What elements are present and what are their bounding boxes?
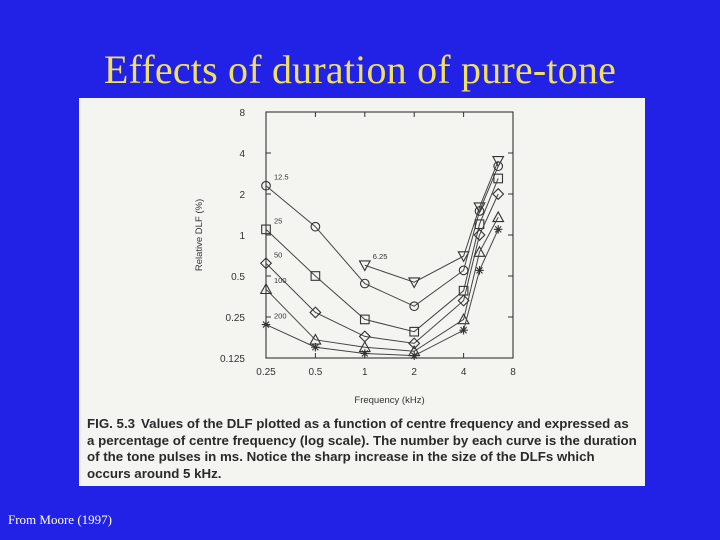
x-tick-label: 0.25: [256, 367, 276, 378]
data-point-stroke: [361, 350, 369, 357]
data-point: [473, 245, 486, 257]
data-point: [457, 294, 470, 307]
data-point-stroke: [262, 321, 270, 328]
series-label: 25: [274, 216, 282, 225]
data-point-stroke: [460, 326, 467, 334]
figure-label: FIG. 5.3: [87, 416, 136, 431]
data-point: [409, 326, 420, 337]
series-layer: 6.25 12.5 25 50 100 200: [259, 156, 505, 360]
data-point-stroke: [476, 266, 483, 274]
dlf-chart: 0.25 0.5 1 2 4 8 0.125 0.25 0.5 1 2 4 8 Frequency (kH…: [194, 108, 516, 406]
series-line: [265, 217, 499, 352]
series-line: [265, 166, 499, 307]
data-point: [359, 278, 370, 289]
y-tick-label: 2: [239, 190, 245, 201]
data-point: [311, 342, 320, 352]
series-line: [265, 178, 499, 333]
data-point: [493, 225, 503, 234]
data-point: [358, 260, 372, 272]
series-line: [265, 229, 499, 357]
data-point: [408, 337, 421, 350]
caption-text: Values of the DLF plotted as a function …: [87, 416, 637, 481]
x-tick-label: 2: [411, 367, 417, 378]
data-point: [310, 221, 321, 232]
y-axis-label: Relative DLF (%): [194, 199, 205, 271]
data-point: [457, 251, 470, 263]
data-point: [475, 266, 484, 275]
data-point: [261, 224, 271, 235]
x-axis-label: Frequency (kHz): [354, 395, 424, 406]
y-tick-label: 8: [239, 108, 245, 119]
data-point: [261, 180, 271, 191]
series-line: [364, 160, 499, 283]
source-note: From Moore (1997): [8, 512, 112, 527]
figure-caption: FIG. 5.3 Values of the DLF plotted as a f…: [87, 416, 639, 482]
plot-frame: [265, 111, 514, 359]
data-point: [492, 187, 505, 201]
data-point: [409, 301, 420, 312]
data-point: [493, 173, 504, 184]
data-point: [259, 282, 273, 295]
figure-panel: 0.25 0.5 1 2 4 8 0.125 0.25 0.5 1 2 4 8 Frequency (kH…: [79, 98, 645, 486]
series-label: 200: [274, 312, 287, 321]
data-point-stroke: [312, 343, 319, 351]
x-tick-label: 0.5: [308, 367, 322, 378]
data-point-stroke: [410, 352, 418, 360]
y-tick-label: 1: [239, 231, 245, 242]
y-tick-label: 0.5: [231, 272, 245, 283]
series-line: [265, 193, 499, 344]
data-point: [261, 320, 271, 329]
data-point: [359, 314, 370, 325]
data-point-stroke: [494, 225, 502, 233]
data-point: [459, 325, 468, 335]
data-point: [458, 265, 469, 276]
series-label: 100: [274, 276, 287, 285]
series-label: 6.25: [373, 252, 388, 261]
x-tick-label: 4: [461, 367, 467, 378]
y-tick-label: 0.25: [226, 313, 246, 324]
series-label: 50: [274, 250, 282, 259]
data-point: [309, 306, 322, 319]
data-point: [310, 271, 321, 281]
data-point: [409, 351, 419, 360]
y-tick-label: 4: [239, 149, 245, 160]
data-point: [493, 161, 504, 172]
x-tick-label: 8: [510, 367, 516, 378]
data-point: [259, 257, 273, 270]
data-point: [491, 210, 505, 223]
data-point: [360, 349, 370, 358]
x-tick-label: 1: [362, 367, 368, 378]
data-point: [474, 219, 485, 230]
y-tick-label: 0.125: [220, 354, 245, 365]
slide-title: Effects of duration of pure-tone: [103, 47, 617, 92]
data-point: [491, 156, 505, 168]
data-point: [473, 228, 486, 242]
data-point: [474, 206, 485, 216]
axes-layer: 0.25 0.5 1 2 4 8 0.125 0.25 0.5 1 2 4 8 Frequency (kH…: [194, 108, 516, 406]
data-point: [407, 277, 421, 289]
series-label: 12.5: [274, 173, 289, 182]
